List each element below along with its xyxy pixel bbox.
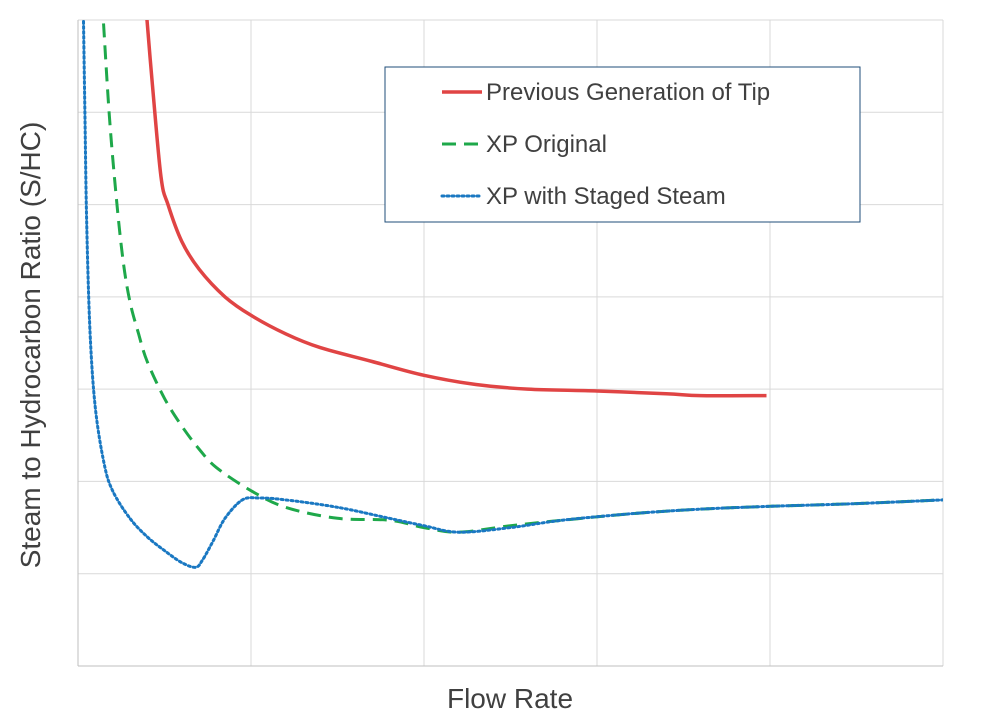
legend-entries: Previous Generation of Tip XP Original XP … <box>440 79 770 210</box>
series-line-1 <box>145 20 767 398</box>
axes <box>77 20 943 667</box>
legend-label-1: Previous Generation of Tip <box>486 79 770 106</box>
x-axis-title: Flow Rate <box>447 683 573 714</box>
series-line-3 <box>81 20 943 569</box>
series-layer <box>81 20 943 569</box>
legend-label-3: XP with Staged Steam <box>486 183 726 210</box>
legend-label-2: XP Original <box>486 131 607 158</box>
y-axis-title: Steam to Hydrocarbon Ratio (S/HC) <box>15 122 46 569</box>
legend: Previous Generation of Tip XP Original XP … <box>384 66 861 223</box>
